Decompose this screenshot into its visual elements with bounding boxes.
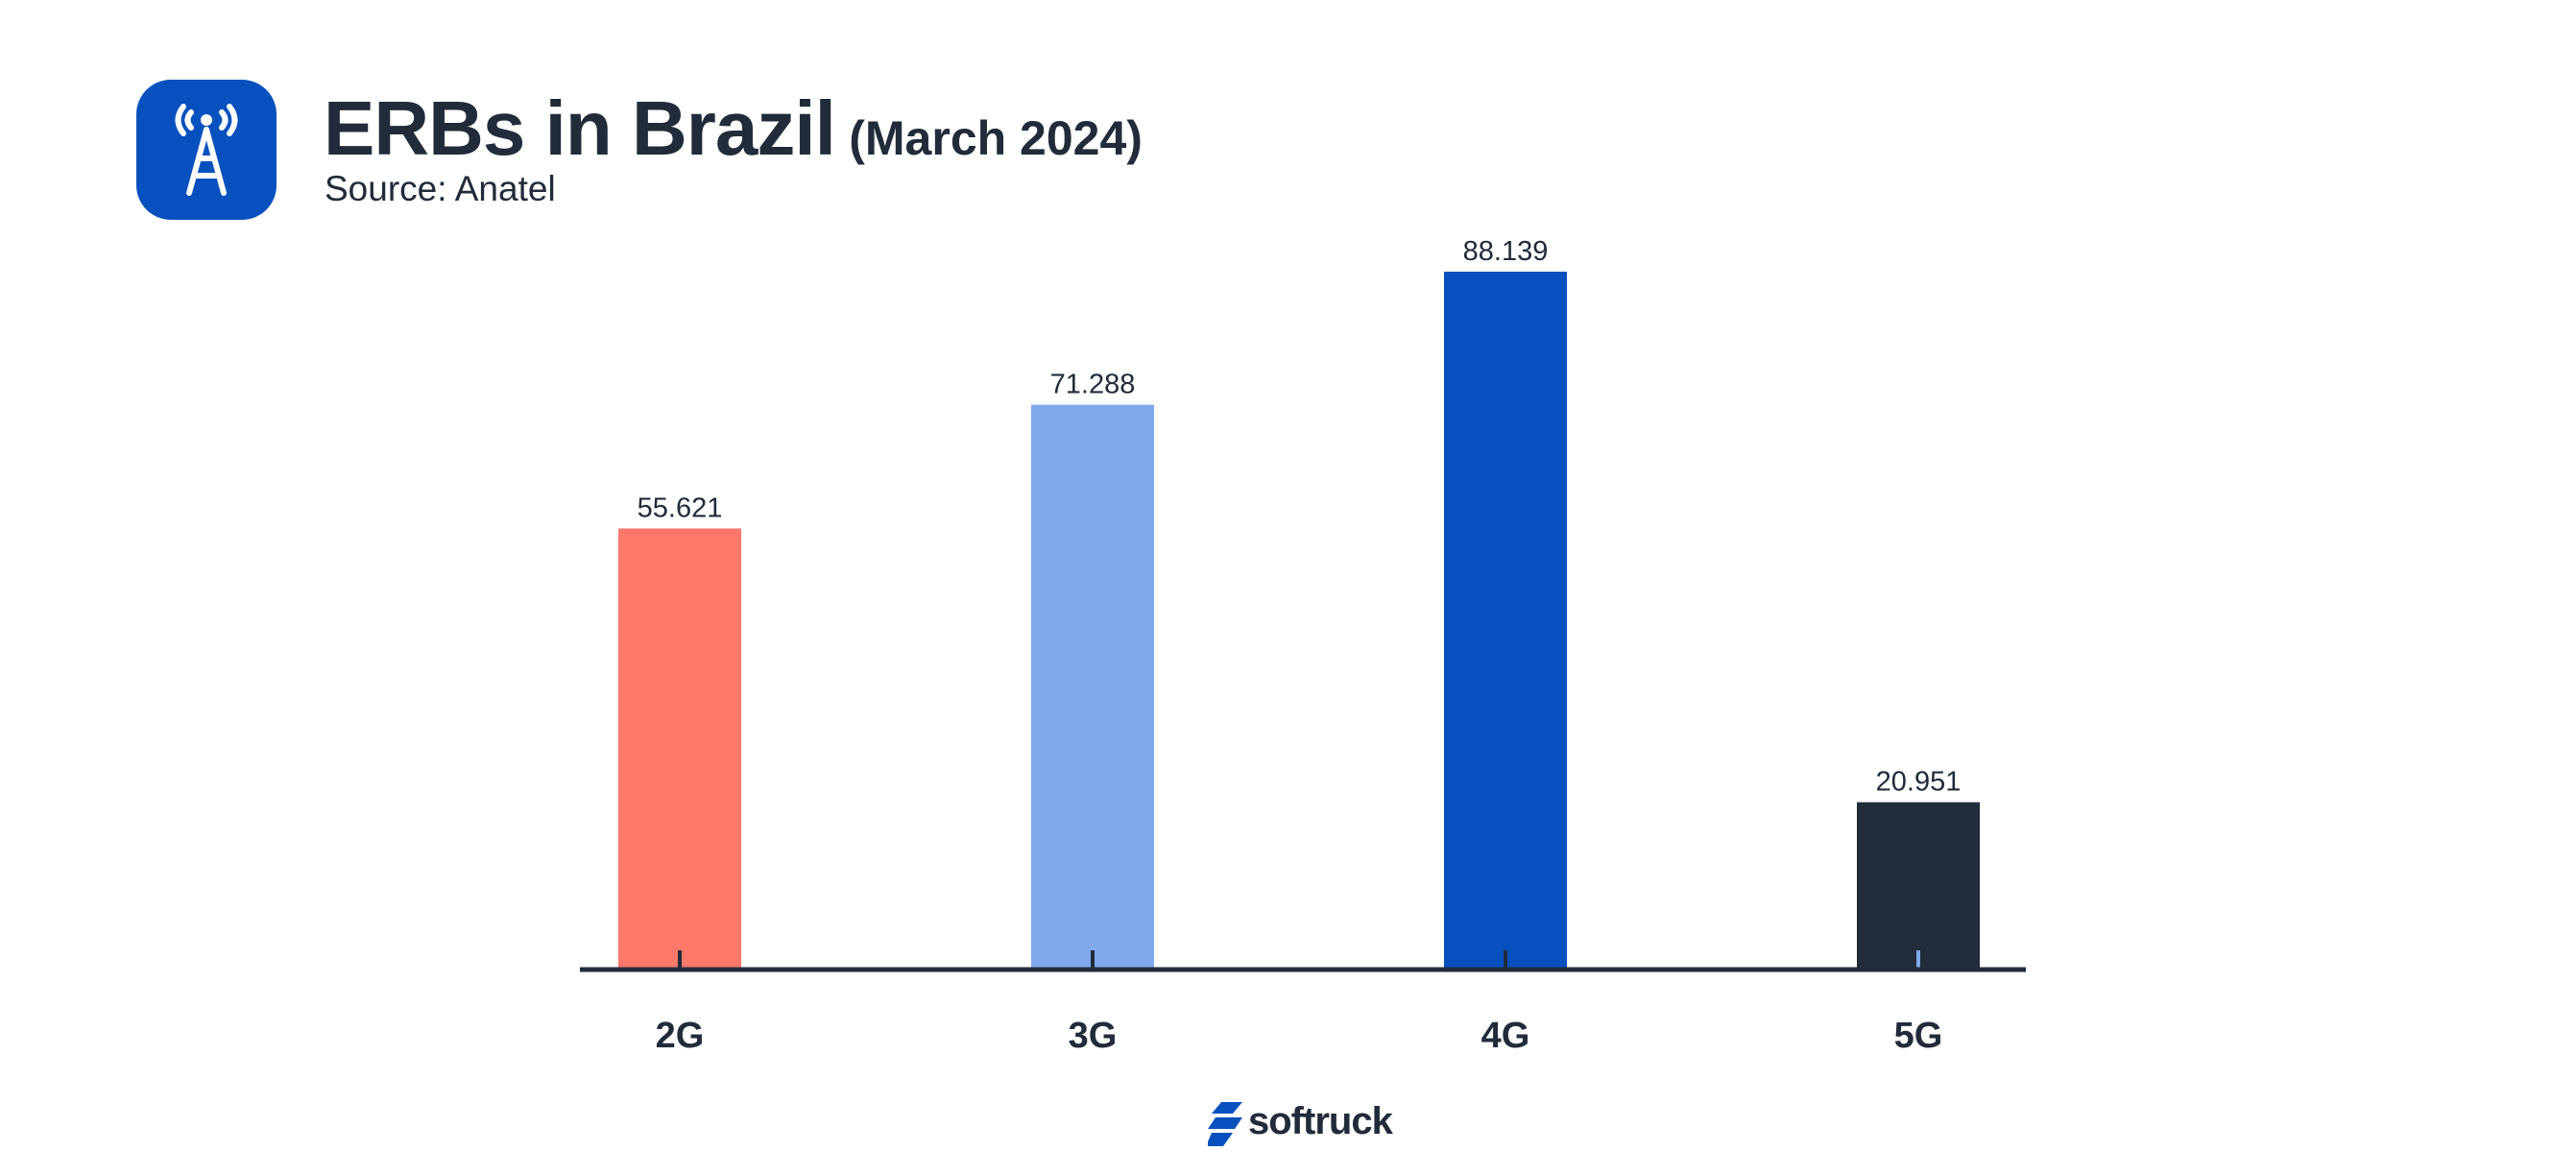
chart-title: ERBs in Brazil (March 2024) xyxy=(324,84,1143,173)
data-label-2g: 55.621 xyxy=(638,492,723,523)
bar-3g xyxy=(1031,404,1154,968)
softruck-logo-icon xyxy=(1208,1102,1242,1146)
radio-tower-icon xyxy=(136,80,277,220)
bar-5g xyxy=(1857,802,1980,968)
tick-label-3g: 3G xyxy=(1069,1016,1118,1056)
brand-name: softruck xyxy=(1248,1100,1393,1142)
chart-subtitle: Source: Anatel xyxy=(325,169,556,208)
data-label-4g: 88.139 xyxy=(1463,236,1549,267)
data-label-5g: 20.951 xyxy=(1876,767,1962,798)
title-text: ERBs in Brazil xyxy=(324,85,836,171)
bar-4g xyxy=(1444,272,1567,968)
bar-2g xyxy=(618,528,741,968)
data-label-3g: 71.288 xyxy=(1050,370,1136,400)
title-date: (March 2024) xyxy=(849,111,1143,165)
tick-label-4g: 4G xyxy=(1481,1016,1530,1056)
tick-label-2g: 2G xyxy=(656,1016,705,1056)
tick-label-5g: 5G xyxy=(1894,1016,1943,1056)
